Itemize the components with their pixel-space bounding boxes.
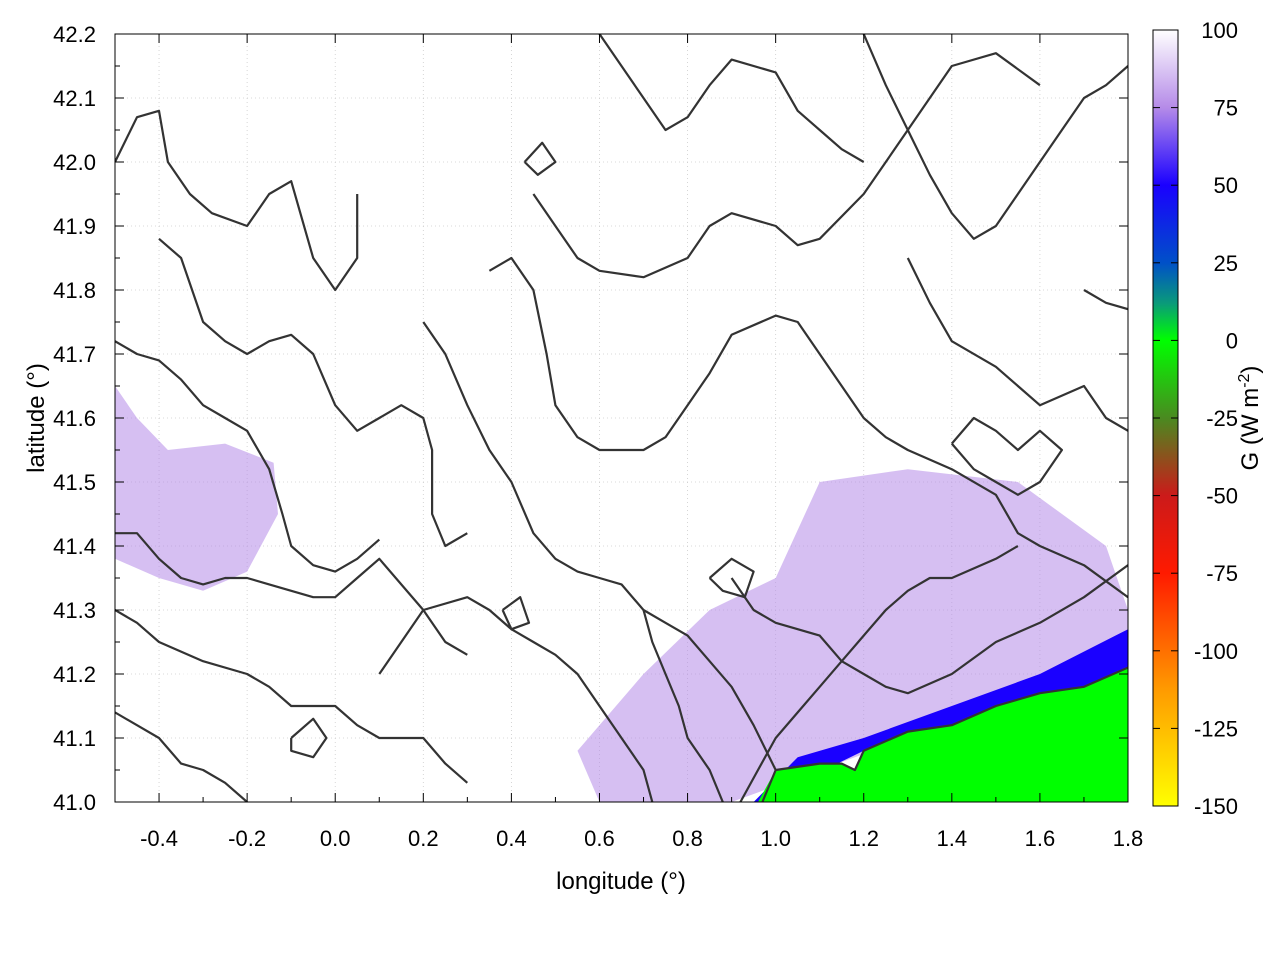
colorbar-tick-label: 25 [1214, 251, 1238, 276]
colorbar-tick-label: -75 [1206, 561, 1238, 586]
heatmap-field [115, 117, 1128, 802]
colorbar-title: G (W m-2) [1236, 366, 1264, 471]
colorbar-tick-label: 0 [1226, 328, 1238, 353]
contour-line [290, 717, 328, 759]
y-tick-label: 42.0 [53, 150, 96, 175]
field-west-patch [115, 386, 278, 591]
y-tick-label: 41.8 [53, 278, 96, 303]
contour-lines [115, 34, 1128, 802]
contour-line [532, 52, 1041, 279]
contour-line [862, 34, 1128, 240]
contour-line [950, 416, 1063, 496]
x-axis-title: longitude (°) [556, 868, 686, 895]
y-tick-label: 42.1 [53, 86, 96, 111]
colorbar-tick-label: -100 [1194, 639, 1238, 664]
x-tick-label: -0.2 [228, 826, 266, 851]
y-axis-title: latitude (°) [23, 363, 50, 473]
colorbar-tick-label: 100 [1201, 18, 1238, 43]
colorbar-tick-label: -150 [1194, 794, 1238, 819]
x-tick-label: 1.2 [848, 826, 879, 851]
contour-line [115, 609, 469, 784]
colorbar-tick-label: 75 [1214, 96, 1238, 121]
x-tick-label: 1.8 [1113, 826, 1144, 851]
x-tick-label: 0.2 [408, 826, 439, 851]
contour-line [761, 666, 1128, 802]
y-tick-label: 41.3 [53, 598, 96, 623]
contour-line [378, 596, 654, 802]
contour-line [115, 340, 381, 573]
y-tick-label: 41.5 [53, 470, 96, 495]
colorbar-tick-label: 50 [1214, 173, 1238, 198]
contour-line [115, 711, 248, 802]
x-tick-label: 1.6 [1025, 826, 1056, 851]
colorbar-tick-label: -50 [1206, 484, 1238, 509]
field-coast-band [753, 629, 1128, 802]
y-axis: 41.0 41.1 41.2 41.3 41.4 41.5 41.6 41.7 41.8 41.9… [53, 22, 1128, 815]
contour-line [158, 237, 468, 548]
x-tick-label: -0.4 [140, 826, 178, 851]
y-tick-label: 41.6 [53, 406, 96, 431]
contour-line [523, 141, 557, 176]
contour-line [501, 596, 531, 631]
contour-line [598, 34, 865, 163]
y-tick-label: 41.2 [53, 662, 96, 687]
y-tick-label: 41.7 [53, 342, 96, 367]
colorbar-tick-label: -125 [1194, 716, 1238, 741]
contour-line [708, 557, 755, 599]
x-tick-label: 0.0 [320, 826, 351, 851]
x-axis: -0.4 -0.2 0.0 0.2 0.4 0.6 0.8 1.0 1.2 1.4 1.6 1.8 [140, 34, 1143, 851]
y-tick-label: 41.1 [53, 726, 96, 751]
contour-line [906, 257, 1128, 432]
y-tick-label: 41.9 [53, 214, 96, 239]
y-tick-label: 42.2 [53, 22, 96, 47]
field-north-speck [511, 117, 578, 162]
y-tick-label: 41.4 [53, 534, 96, 559]
x-tick-label: 1.0 [760, 826, 791, 851]
contour-line [488, 256, 1128, 599]
contour-line [642, 609, 724, 802]
colorbar-ticks: 100 75 50 25 0 -25 -50 -75 -100 -125 -150 [1153, 18, 1238, 819]
x-tick-label: 0.8 [672, 826, 703, 851]
contour-line [115, 109, 359, 292]
x-tick-label: 0.6 [584, 826, 615, 851]
y-tick-label: 41.0 [53, 790, 96, 815]
contour-line [115, 532, 468, 656]
x-tick-label: 0.4 [496, 826, 527, 851]
contour-line [739, 545, 1019, 802]
contour-line [1083, 289, 1128, 311]
contour-line [422, 321, 777, 771]
x-tick-label: 1.4 [937, 826, 968, 851]
colorbar-tick-label: -25 [1206, 406, 1238, 431]
field-west-small-1 [181, 661, 204, 700]
contour-line [730, 564, 1128, 695]
